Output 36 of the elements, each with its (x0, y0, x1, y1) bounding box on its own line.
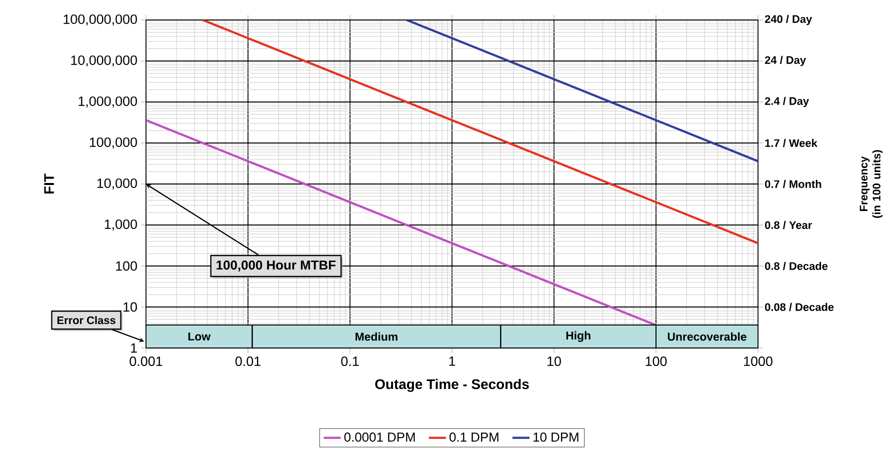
text: 24 / Day (764, 56, 806, 66)
y-tick-label: 10,000,000 (71, 55, 137, 67)
legend-label: 0.1 DPM (450, 432, 498, 442)
text: 240 / Day (764, 14, 812, 26)
legend-label: 10 DPM (534, 432, 578, 442)
y-tick-label: 100,000,000 (64, 14, 137, 26)
y-tick-label: 10 (124, 302, 137, 312)
band-label: Unrecoverable (668, 332, 746, 341)
y-tick-label: 10,000 (97, 178, 137, 190)
band-label: High (566, 331, 590, 342)
x-tick-label: 100 (646, 356, 667, 366)
text: 0.08 / Decade (765, 302, 834, 312)
y-tick-label: 100,000 (90, 137, 137, 149)
x-tick-label: 0.001 (130, 356, 162, 366)
text: 0.8 / Year (765, 220, 812, 230)
x-tick-label: 10 (548, 356, 561, 366)
text: 0.8 / Decade (765, 262, 828, 270)
text: Frequency (in 100 units) (860, 150, 883, 218)
x-tick-label: 0.01 (235, 356, 260, 366)
band-label: Medium (356, 332, 398, 341)
y-tick-label: 1 (131, 343, 137, 353)
x-axis-title: Outage Time - Seconds (375, 378, 529, 392)
y-tick-label: 100 (116, 261, 137, 271)
text: 2.4 / Day (764, 96, 809, 108)
legend-label: 0.0001 DPM (344, 432, 415, 442)
x-tick-label: 0.1 (341, 356, 359, 366)
y-axis-title: FIT (44, 174, 54, 194)
x-tick-label: 1000 (744, 356, 772, 366)
annotation: 100,000 Hour MTBF (216, 260, 336, 272)
text: Error Class (57, 316, 116, 324)
x-tick-label: 1 (449, 356, 456, 366)
band-label: Low (188, 332, 211, 341)
y-tick-label: 1,000,000 (78, 96, 137, 108)
text: 0.7 / Month (765, 180, 822, 188)
y-tick-label: 1,000 (104, 219, 137, 231)
text: 1.7 / Week (765, 138, 818, 148)
